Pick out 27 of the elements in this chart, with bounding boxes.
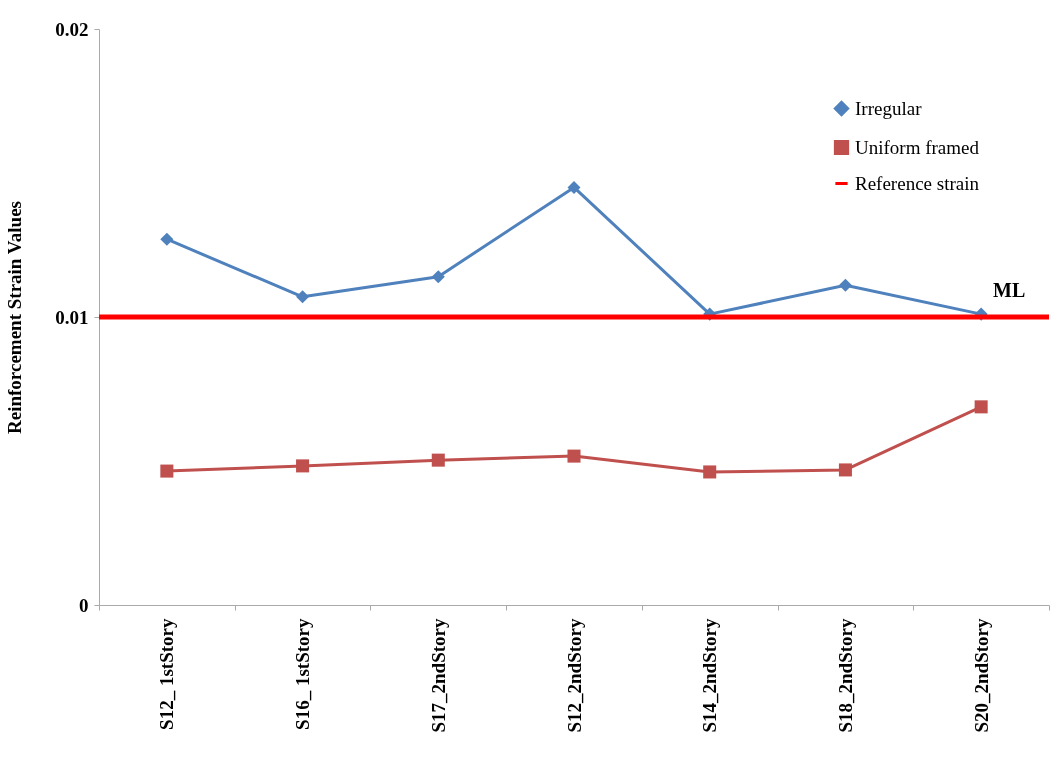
y-tick-label: 0.01 xyxy=(55,306,89,328)
x-tick-label: S16_ 1stStory xyxy=(292,618,314,730)
point xyxy=(431,453,445,467)
point xyxy=(296,459,310,473)
legend-label: Reference strain xyxy=(855,172,980,194)
x-tick-label: S17_2ndStory xyxy=(427,618,449,733)
y-tick-label: 0.02 xyxy=(55,18,89,40)
point xyxy=(838,463,852,477)
point xyxy=(160,232,174,246)
y-axis-title: Reinforcement Strain Values xyxy=(4,201,26,434)
point xyxy=(974,400,988,414)
point xyxy=(838,278,852,292)
y-tick-label: 0 xyxy=(79,594,89,616)
point xyxy=(703,465,717,479)
legend-label: Irregular xyxy=(855,97,923,119)
x-tick-label: S18_2ndStory xyxy=(834,618,856,733)
point xyxy=(431,270,445,284)
x-tick-label: S14_2ndStory xyxy=(699,618,721,733)
point xyxy=(296,290,310,304)
x-tick-label: S12_2ndStory xyxy=(563,618,585,733)
point xyxy=(567,180,581,194)
point xyxy=(567,449,581,463)
annotation: ML xyxy=(993,279,1026,301)
x-tick-label: S20_2ndStory xyxy=(970,618,992,733)
point xyxy=(160,464,174,478)
legend-label: Uniform framed xyxy=(855,136,980,158)
x-tick-label: S12_ 1stStory xyxy=(156,618,178,730)
